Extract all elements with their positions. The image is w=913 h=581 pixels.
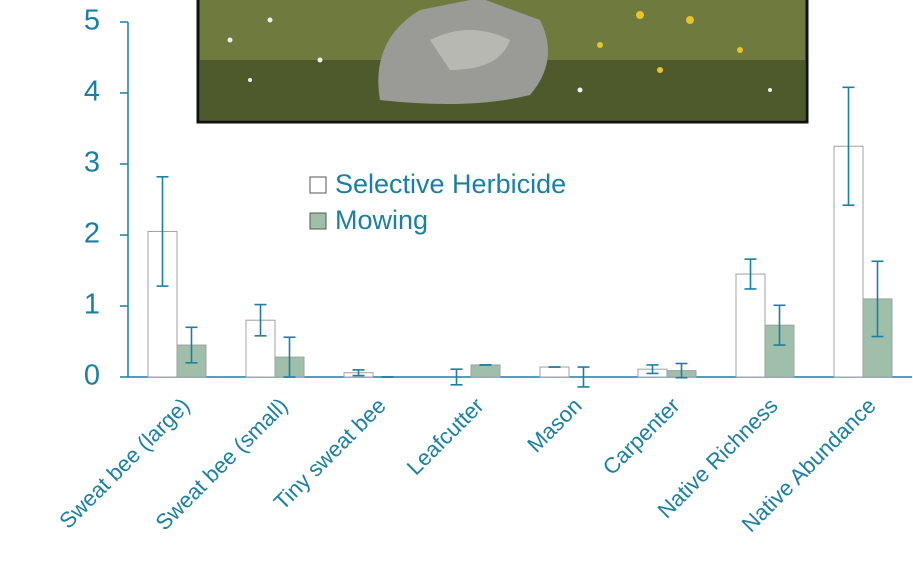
bar xyxy=(540,367,569,377)
y-tick-label: 2 xyxy=(84,218,100,250)
y-tick-label: 0 xyxy=(84,360,100,392)
x-tick-label: Carpenter xyxy=(598,393,685,480)
x-tick-label: Mason xyxy=(522,393,586,457)
legend-label: Mowing xyxy=(335,205,428,235)
bar xyxy=(471,365,500,377)
y-tick-label: 4 xyxy=(84,76,100,108)
chart: Selective HerbicideMowing 012345Sweat be… xyxy=(0,0,913,581)
y-tick-label: 1 xyxy=(84,289,100,321)
legend-swatch xyxy=(310,213,326,229)
legend-label: Selective Herbicide xyxy=(335,169,566,199)
x-tick-label: Leafcutter xyxy=(402,393,489,480)
legend: Selective Herbicide Mowing xyxy=(310,169,566,235)
y-tick-label: 5 xyxy=(84,5,100,37)
legend-swatch xyxy=(310,177,326,193)
photo xyxy=(198,0,807,122)
y-tick-label: 3 xyxy=(84,147,100,179)
